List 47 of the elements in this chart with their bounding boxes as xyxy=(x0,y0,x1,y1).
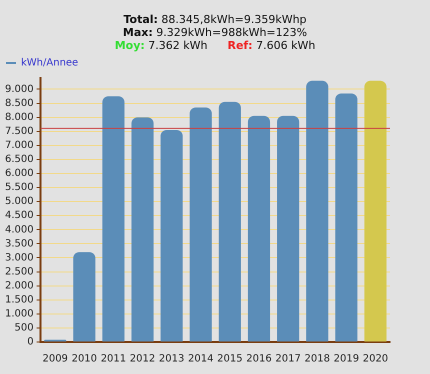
chart-title: Total: 88.345,8kWh=9.359kWhp xyxy=(122,13,308,26)
y-tick-label: 8.000 xyxy=(4,112,34,123)
bar xyxy=(73,252,96,342)
x-tick-label: 2010 xyxy=(72,354,98,365)
y-tick-label: 1.000 xyxy=(4,308,34,320)
y-tick-label: 6.000 xyxy=(4,168,34,180)
y-tick-label: 7.000 xyxy=(4,140,34,151)
x-tick-label: 2019 xyxy=(334,354,360,365)
x-tick-label: 2009 xyxy=(42,354,68,365)
text: Ref: 7.606 kWh xyxy=(227,39,316,52)
x-tick-label: 2017 xyxy=(275,354,301,365)
y-tick-label: 4.500 xyxy=(4,210,34,222)
x-tick-label: 2013 xyxy=(158,354,184,365)
y-tick-label: 5.500 xyxy=(4,182,34,194)
y-tick-label: 500 xyxy=(14,322,34,334)
bar xyxy=(160,130,183,342)
y-tick-label: 7.500 xyxy=(4,126,34,137)
legend-label: kWh/Annee xyxy=(21,58,78,69)
y-tick-label: 2.000 xyxy=(4,280,34,292)
bar xyxy=(277,116,300,342)
x-tick-label: 2016 xyxy=(246,354,272,365)
bar xyxy=(131,117,154,342)
y-tick-label: 4.000 xyxy=(4,224,34,236)
bar xyxy=(306,80,328,342)
y-tick-label: 9.000 xyxy=(4,84,34,95)
y-tick-label: 0 xyxy=(27,336,34,348)
bar xyxy=(218,102,241,342)
bar xyxy=(335,93,358,342)
bar xyxy=(190,107,212,342)
chart-subtitle: Max: 9.329kWh=988kWh=123% xyxy=(122,26,308,39)
y-tick-label: 8.500 xyxy=(4,98,34,109)
y-tick-label: 3.000 xyxy=(4,252,34,264)
x-tick-label: 2015 xyxy=(217,354,243,365)
bar xyxy=(102,96,124,342)
x-tick-label: 2020 xyxy=(362,354,388,365)
x-tick-label: 2012 xyxy=(130,354,156,365)
y-tick-label: 6.500 xyxy=(4,154,34,166)
y-tick-label: 1.500 xyxy=(4,294,34,306)
x-tick-label: 2011 xyxy=(100,354,126,365)
text: Moy: 7.362 kWh xyxy=(114,39,208,52)
y-tick-label: 5.000 xyxy=(4,196,34,208)
y-tick-label: 3.500 xyxy=(4,238,34,250)
x-tick-label: 2014 xyxy=(188,354,214,365)
bar xyxy=(248,116,270,342)
bar xyxy=(364,80,387,342)
x-tick-label: 2018 xyxy=(304,354,330,365)
y-tick-label: 2.500 xyxy=(4,266,34,278)
